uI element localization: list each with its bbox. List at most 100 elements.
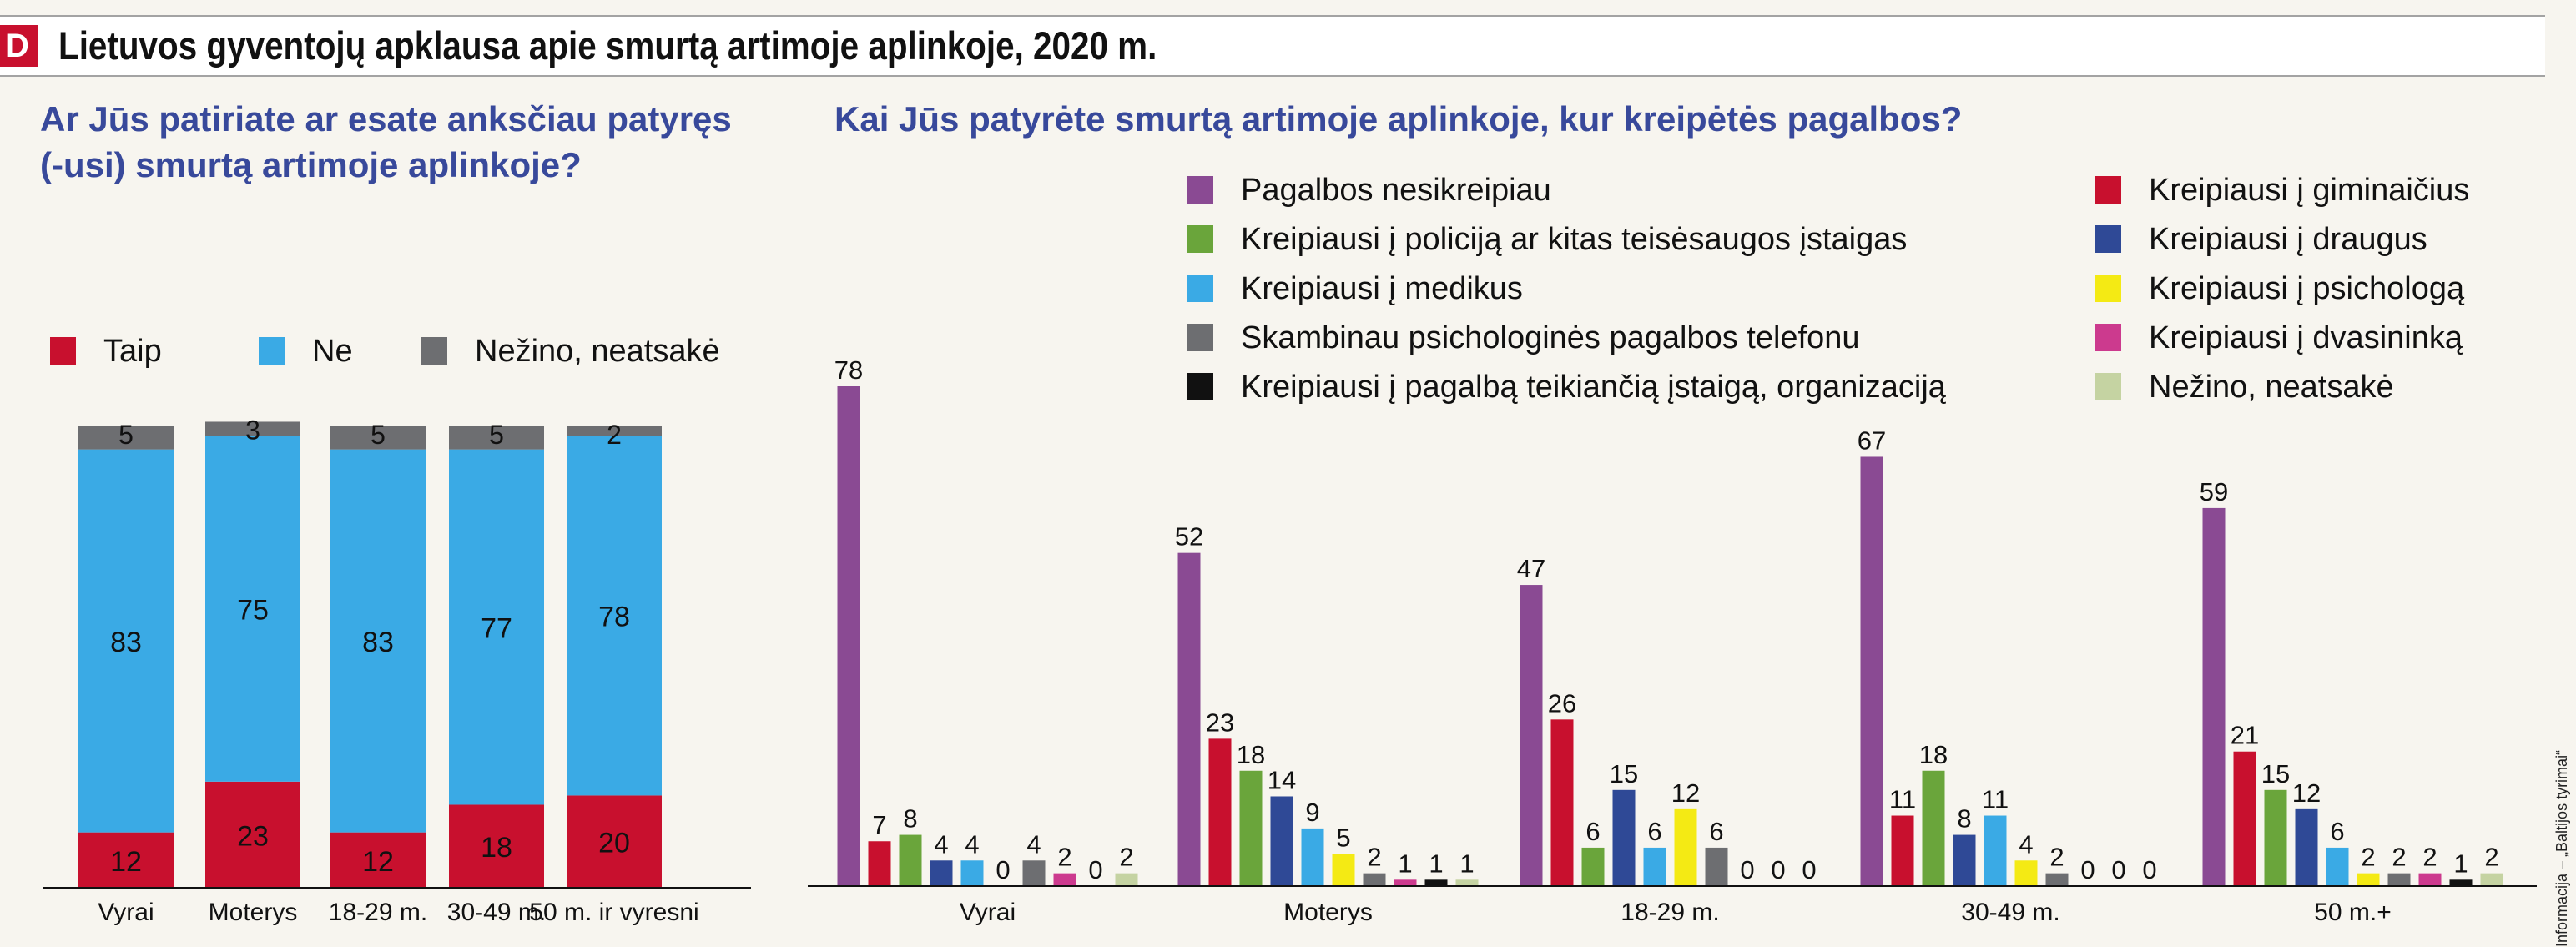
bar-value-label: 15: [1610, 759, 1638, 788]
stacked-bar-segment: [449, 449, 544, 805]
x-tick-label: 50 m. ir vyresni: [529, 899, 698, 926]
stacked-bar-segment: [330, 426, 426, 450]
source-note: Informacija – „Baltijos tyrimai“: [2553, 749, 2570, 947]
stacked-bar-value: 83: [362, 627, 394, 658]
stacked-bar-segment: [205, 436, 300, 782]
bar-value-label: 9: [1305, 798, 1319, 827]
stacked-bar-value: 83: [110, 627, 142, 658]
x-tick-label: 18-29 m.: [1621, 899, 1719, 926]
bar: [2449, 879, 2473, 886]
bar: [2233, 751, 2256, 886]
bar: [1922, 770, 1945, 886]
stacked-bar-segment: [567, 426, 662, 436]
stacked-bar-segment: [78, 832, 174, 888]
bar-value-label: 0: [1771, 855, 1785, 884]
bar-value-label: 78: [834, 355, 863, 385]
stacked-bar-value: 5: [371, 420, 386, 450]
bar: [837, 386, 860, 886]
stacked-bar-value: 3: [245, 415, 260, 445]
bar: [1643, 847, 1666, 886]
bar: [1301, 828, 1324, 886]
bar-value-label: 59: [2200, 477, 2228, 506]
bar: [1363, 873, 1386, 886]
bar-value-label: 1: [2453, 849, 2468, 878]
bar-value-label: 4: [965, 829, 979, 859]
stacked-bar-segment: [78, 426, 174, 450]
bar: [2202, 507, 2226, 886]
bar-value-label: 6: [1585, 817, 1600, 846]
stacked-bar-value: 78: [598, 602, 630, 633]
bar-value-label: 11: [1889, 785, 1916, 814]
bar-value-label: 6: [1647, 817, 1661, 846]
bar: [1550, 719, 1574, 886]
bar-value-label: 4: [934, 829, 948, 859]
bar-value-label: 67: [1858, 426, 1886, 455]
bar: [1520, 585, 1543, 886]
stacked-bar-segment: [205, 421, 300, 436]
bar: [1674, 808, 1697, 886]
stacked-bar-value: 23: [237, 820, 269, 852]
bar-value-label: 8: [903, 804, 917, 834]
bar: [2295, 808, 2318, 886]
publisher-logo: D: [0, 25, 38, 67]
bar-value-label: 2: [2392, 843, 2406, 872]
bar: [1208, 738, 1232, 886]
header-bar: [0, 17, 2545, 75]
left-legend-item-0-swatch: [50, 337, 76, 365]
bar: [1705, 847, 1728, 886]
bar: [1424, 879, 1448, 886]
right-legend-item-7: Kreipiausi į dvasininką: [2149, 320, 2463, 355]
stacked-bar-value: 12: [362, 846, 394, 878]
bar-value-label: 2: [1057, 843, 1071, 872]
stacked-bar-segment: [567, 795, 662, 888]
right-legend-item-9-swatch: [2095, 373, 2121, 400]
bar-value-label: 2: [1367, 843, 1381, 872]
right-legend-item-4-swatch: [1187, 275, 1213, 302]
page-title: Lietuvos gyventojų apklausa apie smurtą …: [58, 23, 1157, 68]
stacked-bar-value: 20: [598, 828, 630, 859]
bar-value-label: 2: [2422, 843, 2437, 872]
x-tick-label: Moterys: [1283, 899, 1373, 926]
x-tick-label: 18-29 m.: [329, 899, 427, 926]
right-legend-item-4: Kreipiausi į medikus: [1241, 271, 1523, 306]
bar-value-label: 2: [2049, 843, 2064, 872]
bar: [1239, 770, 1263, 886]
bar-value-label: 11: [1982, 785, 2009, 814]
stacked-bar-value: 77: [481, 613, 512, 645]
bar-value-label: 6: [2330, 817, 2344, 846]
bar: [1860, 456, 1883, 886]
bar: [930, 860, 953, 886]
bar-value-label: 15: [2261, 759, 2290, 788]
right-legend-item-3: Kreipiausi į draugus: [2149, 222, 2427, 257]
stacked-bar-segment: [330, 832, 426, 888]
stacked-bar-value: 18: [481, 832, 512, 864]
header-top-rule: [0, 15, 2545, 17]
bar-value-label: 0: [1088, 855, 1102, 884]
bar-value-label: 0: [996, 855, 1010, 884]
left-legend-item-2-swatch: [421, 337, 447, 365]
bar: [1115, 873, 1138, 886]
right-legend-item-8-swatch: [1187, 373, 1213, 400]
right-legend-item-5-swatch: [2095, 275, 2121, 302]
bar: [868, 841, 891, 886]
bar: [2480, 873, 2503, 886]
bar: [2418, 873, 2442, 886]
stacked-bar-value: 5: [118, 420, 134, 450]
stacked-bar-value: 75: [237, 594, 269, 626]
bar-value-label: 0: [2080, 855, 2095, 884]
stacked-bar-segment: [449, 426, 544, 450]
stacked-bar-segment: [205, 781, 300, 888]
right-legend-item-0-swatch: [1187, 176, 1213, 204]
right-legend-item-3-swatch: [2095, 225, 2121, 253]
bar: [2387, 873, 2411, 886]
bar-value-label: 18: [1919, 740, 1948, 769]
bar-value-label: 14: [1268, 765, 1296, 794]
bar-value-label: 12: [2292, 778, 2321, 808]
bar-value-label: 6: [1709, 817, 1723, 846]
bar: [1455, 879, 1479, 886]
bar: [1612, 789, 1636, 886]
x-tick-label: Vyrai: [960, 899, 1016, 926]
bar: [1953, 834, 1976, 886]
bar: [1394, 879, 1417, 886]
